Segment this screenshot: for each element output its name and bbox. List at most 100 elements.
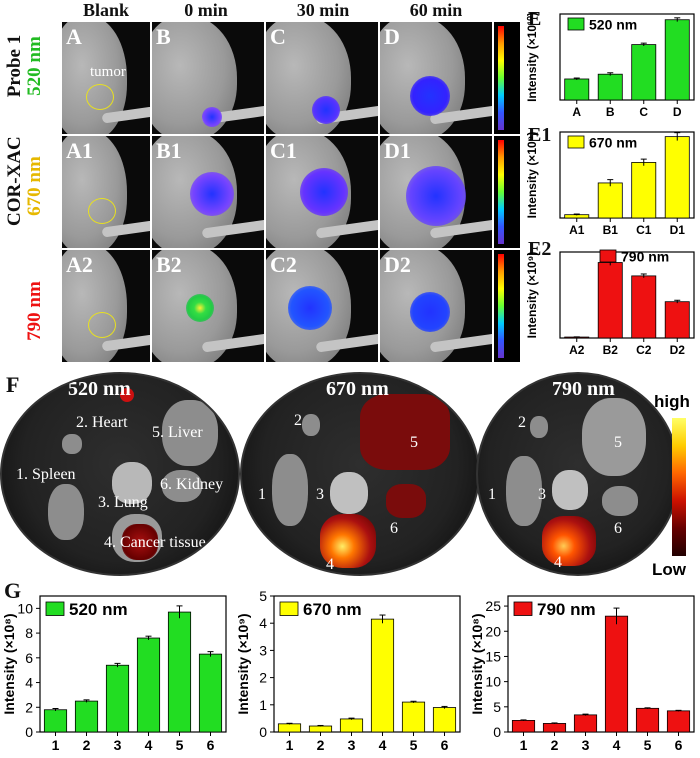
y-tick-label: 15 (485, 648, 501, 664)
image-panel-C1: C1 (266, 136, 378, 248)
plot-frame (559, 131, 695, 219)
organ-num-heart-2: 2 (294, 412, 302, 429)
bar-3 (105, 664, 130, 733)
bar-3 (573, 714, 598, 733)
x-tick-label: 2 (317, 737, 325, 753)
bar-B2 (597, 262, 623, 339)
legend-label: 790 nm (621, 249, 669, 265)
organ-num-liver-2: 5 (410, 434, 418, 451)
dish-520: 520 nm 2. Heart 5. Liver 1. Spleen 6. Ki… (0, 372, 240, 576)
y-tick-label: 8 (25, 625, 33, 641)
legend-swatch (567, 17, 585, 31)
x-tick-label: D (673, 105, 682, 119)
intensity-scale-bar (672, 418, 686, 556)
panel-letter-E2: E2 (528, 238, 552, 260)
panel-label: D2 (384, 252, 411, 277)
bar-5 (635, 707, 660, 733)
fluorescence-signal (406, 166, 466, 226)
bar-C2 (631, 275, 657, 339)
y-axis-label: Intensity (×10⁹) (525, 252, 539, 339)
y-tick-label: 20 (485, 623, 501, 639)
dish-title-670: 670 nm (326, 378, 389, 400)
legend-swatch (599, 249, 617, 263)
y-axis-label: Intensity (×10⁸) (1, 613, 17, 714)
x-tick-label: 6 (675, 737, 683, 753)
signal-liver-2 (360, 394, 450, 470)
panel-label: B2 (156, 252, 182, 277)
row-wavelength-790: 790 nm (24, 281, 45, 341)
tumor-circle (86, 84, 114, 110)
x-tick-label: B2 (603, 343, 619, 357)
dish-670: 670 nm 2 5 1 3 6 4 (240, 372, 480, 576)
y-tick-label: 4 (259, 615, 267, 631)
panel-label: A (66, 24, 82, 49)
x-tick-label: 6 (207, 737, 215, 753)
organ-num-liver-3: 5 (614, 434, 622, 451)
organ-liver-3 (582, 398, 646, 476)
panel-letter-F: F (6, 372, 20, 397)
bar-4 (136, 637, 161, 733)
panel-letter-G: G (4, 578, 22, 603)
x-tick-label: D2 (670, 343, 686, 357)
bar-6 (198, 653, 223, 733)
organ-lung-2 (330, 472, 368, 514)
image-panel-D: D (380, 22, 492, 134)
legend-label: 670 nm (589, 135, 637, 151)
organ-heart-3 (530, 416, 548, 438)
tumor-circle (88, 198, 116, 224)
bar-2 (308, 725, 333, 733)
panel-label: D (384, 24, 400, 49)
organ-label-liver: 5. Liver (152, 424, 203, 441)
bar-C (631, 44, 657, 101)
bar-D1 (664, 136, 690, 219)
organ-num-kidney-2: 6 (390, 520, 398, 537)
y-axis-label: Intensity (×10¹⁰) (525, 12, 539, 102)
fluorescence-signal (410, 76, 450, 116)
panel-label: C1 (270, 138, 297, 163)
y-tick-label: 5 (493, 699, 501, 715)
organ-label-heart: 2. Heart (76, 414, 128, 431)
panel-label: C2 (270, 252, 297, 277)
panel-letter-E1: E1 (528, 124, 552, 146)
organ-num-kidney-3: 6 (614, 520, 622, 537)
scale-high-label: high (654, 392, 690, 411)
legend-label: 520 nm (589, 17, 637, 33)
organ-num-cancer-2: 4 (326, 556, 334, 573)
x-tick-label: 1 (520, 737, 528, 753)
y-tick-label: 25 (485, 598, 501, 614)
x-tick-label: 1 (286, 737, 294, 753)
panel-label: A1 (66, 138, 93, 163)
signal-cancer-2 (320, 514, 376, 568)
y-tick-label: 10 (485, 674, 501, 690)
y-tick-label: 0 (493, 724, 501, 740)
panel-label: B (156, 24, 171, 49)
x-tick-label: 3 (114, 737, 122, 753)
image-panel-B1: B1 (152, 136, 264, 248)
signal-cancer-3 (542, 516, 596, 566)
organ-num-spleen-2: 1 (258, 486, 266, 503)
y-tick-label: 1 (259, 697, 267, 713)
legend-swatch (567, 135, 585, 149)
y-tick-label: 2 (25, 699, 33, 715)
bar-1 (277, 723, 302, 733)
image-panel-D2: D2 (380, 250, 492, 362)
organ-num-lung-3: 3 (538, 486, 546, 503)
panel-letter-E: E (528, 8, 542, 30)
scale-low-label: Low (652, 560, 686, 579)
bar-5 (401, 701, 426, 733)
bar-6 (432, 707, 457, 733)
image-panel-B2: B2 (152, 250, 264, 362)
row-wavelength-670: 670 nm (24, 156, 45, 216)
y-axis-label: Intensity (×10⁸) (469, 613, 485, 714)
x-tick-label: C1 (636, 223, 652, 237)
y-tick-label: 6 (25, 650, 33, 666)
x-tick-label: 4 (379, 737, 387, 753)
bar-1 (43, 709, 68, 733)
panel-label: B1 (156, 138, 182, 163)
y-tick-label: 3 (259, 642, 267, 658)
column-header-30min: 30 min (296, 0, 350, 20)
fluorescence-signal (312, 96, 340, 124)
organ-spleen (48, 484, 84, 540)
bar-2 (542, 723, 567, 733)
y-tick-label: 0 (25, 724, 33, 740)
